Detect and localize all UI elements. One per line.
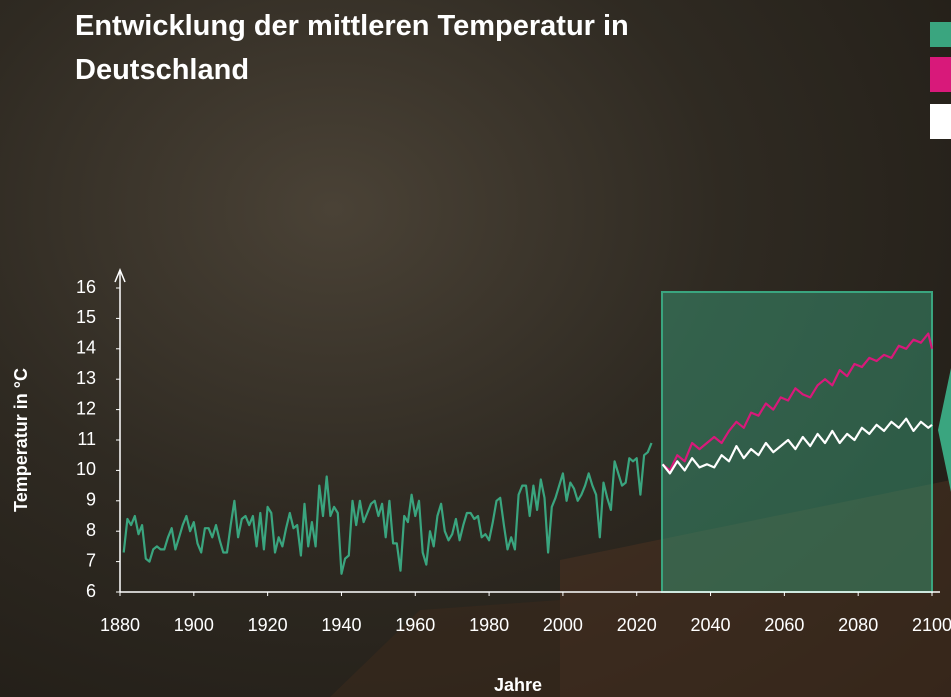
x-tick-label: 1880 [100, 615, 140, 635]
y-axis-label: Temperatur in °C [11, 368, 31, 512]
y-tick-label: 7 [86, 550, 96, 570]
x-axis-label: Jahre [494, 675, 542, 695]
page: Entwicklung der mittleren Temperatur in … [0, 0, 951, 697]
x-tick-label: 2000 [543, 615, 583, 635]
y-tick-label: 15 [76, 307, 96, 327]
pointer [938, 368, 951, 492]
x-tick-label: 2060 [764, 615, 804, 635]
y-tick-label: 11 [77, 429, 96, 449]
x-tick-label: 1940 [321, 615, 361, 635]
y-tick-label: 13 [76, 368, 96, 388]
x-tick-label: 1980 [469, 615, 509, 635]
y-tick-label: 6 [86, 581, 96, 601]
legend-swatch [930, 104, 951, 139]
series-line [124, 443, 652, 574]
x-tick-label: 1900 [174, 615, 214, 635]
x-tick-label: 2020 [617, 615, 657, 635]
y-tick-label: 9 [86, 490, 96, 510]
x-tick-label: 1920 [248, 615, 288, 635]
chart: Jahre Temperatur in °C 6 7 8 9 10 11 12 13 14 15 1… [0, 0, 951, 697]
y-tick-label: 8 [86, 520, 96, 540]
y-tick-label: 14 [76, 338, 96, 358]
x-tick-label: 2100 [912, 615, 951, 635]
legend-swatch [930, 22, 951, 47]
y-tick-label: 10 [76, 459, 96, 479]
y-tick-label: 12 [76, 398, 96, 418]
projection-box [662, 292, 932, 592]
y-tick-label: 16 [76, 277, 96, 297]
x-tick-label: 2040 [691, 615, 731, 635]
x-tick-label: 1960 [395, 615, 435, 635]
x-tick-label: 2080 [838, 615, 878, 635]
legend-swatch [930, 57, 951, 92]
